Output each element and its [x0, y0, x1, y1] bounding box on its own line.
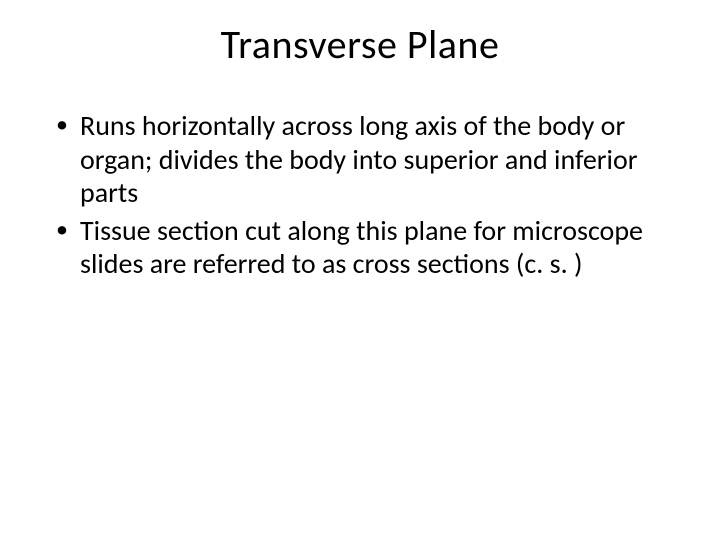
bullet-item: Tissue section cut along this plane for … — [50, 214, 670, 281]
bullet-item: Runs horizontally across long axis of th… — [50, 109, 670, 210]
slide-title: Transverse Plane — [0, 0, 720, 79]
slide-body: Runs horizontally across long axis of th… — [0, 79, 720, 281]
slide: Transverse Plane Runs horizontally acros… — [0, 0, 720, 540]
bullet-list: Runs horizontally across long axis of th… — [50, 109, 670, 281]
